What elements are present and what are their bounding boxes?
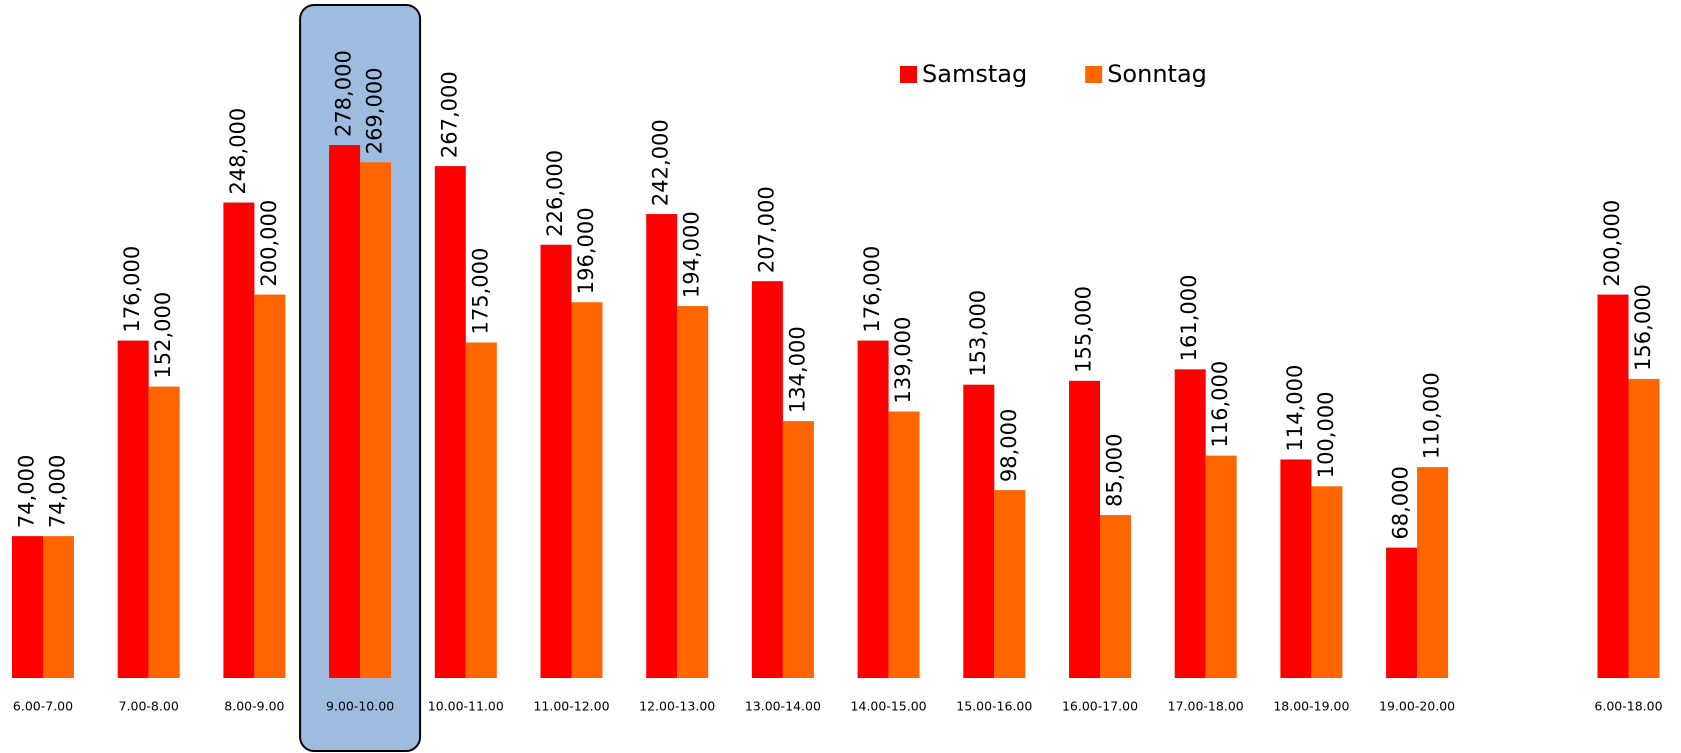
bar xyxy=(540,244,572,678)
data-label: 85,000 xyxy=(1103,434,1127,507)
legend-label: Samstag xyxy=(922,60,1027,88)
bar xyxy=(994,490,1026,678)
data-label: 139,000 xyxy=(891,317,915,404)
legend-swatch xyxy=(1085,66,1103,83)
bar xyxy=(1100,515,1131,678)
data-label: 248,000 xyxy=(226,108,250,195)
bar xyxy=(329,145,361,678)
x-tick-label: 15.00-16.00 xyxy=(956,699,1032,714)
x-tick-label: 13.00-14.00 xyxy=(745,699,821,714)
x-tick-label: 17.00-18.00 xyxy=(1168,699,1244,714)
bar xyxy=(1628,378,1660,678)
bar xyxy=(1597,294,1629,678)
x-tick-label: 6.00-7.00 xyxy=(13,699,73,714)
bar xyxy=(1386,547,1418,678)
x-tick-label: 8.00-9.00 xyxy=(224,699,284,714)
data-label: 200,000 xyxy=(257,200,281,287)
data-label: 153,000 xyxy=(966,290,990,377)
bar xyxy=(963,384,995,678)
data-label: 196,000 xyxy=(574,207,598,294)
data-label: 176,000 xyxy=(860,246,884,333)
x-tick-label: 16.00-17.00 xyxy=(1062,699,1138,714)
x-tick-label: 19.00-20.00 xyxy=(1379,699,1455,714)
data-label: 226,000 xyxy=(543,150,567,237)
data-label: 100,000 xyxy=(1314,391,1338,478)
bar xyxy=(254,294,286,678)
bar xyxy=(751,281,783,678)
bar xyxy=(1280,459,1312,678)
data-label: 74,000 xyxy=(46,455,70,528)
data-label: 200,000 xyxy=(1600,200,1624,287)
bar xyxy=(857,340,889,678)
x-tick-label: 7.00-8.00 xyxy=(119,699,179,714)
bar xyxy=(43,536,74,678)
bar xyxy=(782,421,814,678)
data-label: 68,000 xyxy=(1389,466,1413,539)
data-label: 152,000 xyxy=(151,292,175,379)
data-label: 267,000 xyxy=(437,71,461,158)
data-label: 207,000 xyxy=(754,186,778,273)
x-tick-label: 9.00-10.00 xyxy=(326,699,394,714)
bar xyxy=(1311,486,1343,678)
x-tick-label: 11.00-12.00 xyxy=(533,699,609,714)
data-label: 110,000 xyxy=(1420,372,1444,459)
bar xyxy=(677,306,709,678)
bar xyxy=(148,386,180,678)
data-label: 161,000 xyxy=(1177,274,1201,361)
bar xyxy=(1205,455,1237,678)
data-label: 74,000 xyxy=(15,455,39,528)
x-tick-label: 12.00-13.00 xyxy=(639,699,715,714)
data-label: 114,000 xyxy=(1283,365,1307,452)
x-tick-label: 18.00-19.00 xyxy=(1273,699,1349,714)
data-label: 175,000 xyxy=(468,248,492,335)
data-label: 155,000 xyxy=(1072,286,1096,373)
x-tick-label: 14.00-15.00 xyxy=(851,699,927,714)
bar xyxy=(223,202,255,678)
data-label: 194,000 xyxy=(680,211,704,298)
bar xyxy=(1174,369,1206,678)
data-label: 156,000 xyxy=(1631,284,1655,371)
x-tick-label: 10.00-11.00 xyxy=(428,699,504,714)
x-tick-label: 6.00-18.00 xyxy=(1594,699,1662,714)
data-label: 278,000 xyxy=(332,50,356,137)
bar xyxy=(1069,380,1100,678)
legend-swatch xyxy=(900,66,917,83)
bar xyxy=(646,214,678,678)
data-label: 242,000 xyxy=(649,119,673,206)
bar xyxy=(12,536,43,678)
data-label: 176,000 xyxy=(120,246,144,333)
bar xyxy=(465,342,497,678)
bar xyxy=(888,411,920,678)
bar xyxy=(571,302,603,678)
data-label: 98,000 xyxy=(997,409,1021,482)
bar xyxy=(1417,467,1449,678)
legend-label: Sonntag xyxy=(1107,60,1207,88)
bar xyxy=(117,340,149,678)
data-label: 134,000 xyxy=(785,326,809,413)
bar xyxy=(360,162,392,678)
data-label: 269,000 xyxy=(363,67,387,154)
bar xyxy=(434,166,466,678)
data-label: 116,000 xyxy=(1208,361,1232,448)
